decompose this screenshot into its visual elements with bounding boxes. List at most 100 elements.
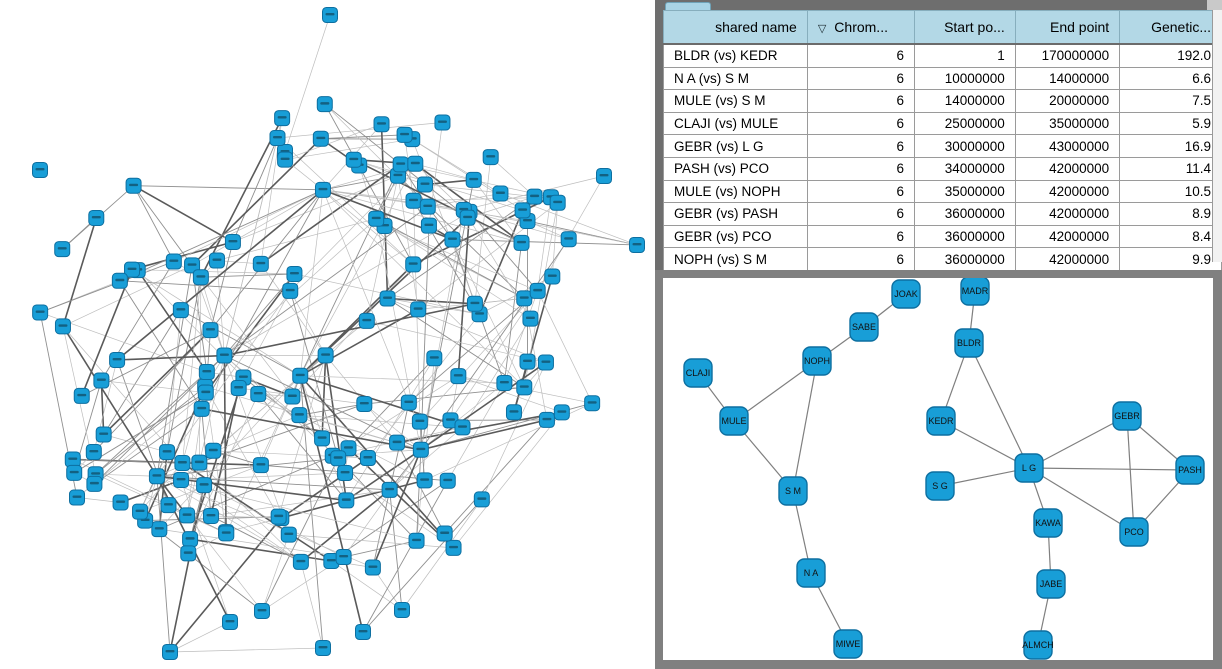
network-node[interactable] bbox=[151, 521, 168, 538]
network-node[interactable] bbox=[416, 176, 433, 193]
network-node[interactable] bbox=[355, 624, 371, 640]
table-scrollbar[interactable] bbox=[1212, 10, 1222, 262]
network-node[interactable] bbox=[322, 7, 338, 23]
network-node[interactable] bbox=[373, 116, 390, 133]
network-node-madr[interactable]: MADR bbox=[960, 276, 990, 306]
network-node[interactable] bbox=[86, 475, 103, 492]
table-cell[interactable]: 6 bbox=[806, 66, 916, 91]
table-cell[interactable]: CLAJI (vs) MULE bbox=[663, 111, 808, 136]
network-node[interactable] bbox=[439, 472, 456, 489]
network-node[interactable] bbox=[496, 375, 513, 392]
network-node[interactable] bbox=[292, 367, 309, 384]
network-node[interactable] bbox=[379, 290, 396, 307]
network-node[interactable] bbox=[549, 194, 566, 211]
network-node[interactable] bbox=[412, 441, 429, 458]
network-node[interactable] bbox=[191, 454, 208, 471]
network-node[interactable] bbox=[407, 155, 424, 172]
network-node[interactable] bbox=[125, 177, 142, 194]
table-cell[interactable]: BLDR (vs) KEDR bbox=[663, 43, 808, 68]
network-node[interactable] bbox=[436, 525, 453, 542]
network-node[interactable] bbox=[193, 400, 210, 417]
network-node[interactable] bbox=[224, 233, 241, 250]
network-node[interactable] bbox=[292, 553, 309, 570]
network-node[interactable] bbox=[64, 451, 81, 468]
filtered-network-canvas[interactable]: MADR JOAK SABE BLDR NOPH CLAJI GEBR KEDR MULE L G… bbox=[663, 276, 1213, 660]
network-node[interactable] bbox=[516, 379, 533, 396]
network-node[interactable] bbox=[338, 492, 355, 509]
table-cell[interactable]: 43000000 bbox=[1014, 134, 1121, 158]
filter-funnel-icon[interactable]: ▽ bbox=[817, 23, 827, 35]
table-row[interactable]: GEBR (vs) L G 6 30000000 43000000 16.9 bbox=[663, 134, 1222, 158]
network-node[interactable] bbox=[252, 255, 269, 272]
table-cell[interactable]: 42000000 bbox=[1014, 202, 1121, 226]
table-cell[interactable]: 8.4 bbox=[1119, 224, 1222, 249]
network-node[interactable] bbox=[270, 508, 287, 525]
table-cell[interactable]: 42000000 bbox=[1014, 156, 1121, 181]
network-node[interactable] bbox=[291, 407, 308, 424]
network-node[interactable] bbox=[416, 472, 433, 489]
network-node[interactable] bbox=[69, 489, 86, 506]
table-cell[interactable]: 6 bbox=[806, 224, 916, 249]
network-node[interactable] bbox=[173, 471, 190, 488]
network-node[interactable] bbox=[538, 411, 555, 428]
network-node[interactable] bbox=[85, 443, 102, 460]
table-cell[interactable]: 35000000 bbox=[914, 179, 1016, 204]
network-node[interactable] bbox=[66, 464, 83, 481]
network-node[interactable] bbox=[179, 507, 196, 524]
network-node[interactable] bbox=[254, 603, 270, 619]
network-node-kedr[interactable]: KEDR bbox=[926, 406, 956, 436]
table-cell[interactable]: 6 bbox=[806, 111, 916, 136]
network-node[interactable] bbox=[419, 198, 436, 215]
table-cell[interactable]: 6 bbox=[806, 89, 916, 113]
table-row[interactable]: N A (vs) S M 6 10000000 14000000 6.6 bbox=[663, 66, 1222, 91]
network-node[interactable] bbox=[286, 265, 303, 282]
network-node[interactable] bbox=[405, 192, 422, 209]
network-node[interactable] bbox=[32, 304, 49, 321]
table-cell[interactable]: 35000000 bbox=[1014, 111, 1121, 136]
column-header-endpoint[interactable]: End point bbox=[1014, 10, 1121, 45]
table-cell[interactable]: 42000000 bbox=[1014, 247, 1121, 271]
network-node-miwe[interactable]: MIWE bbox=[833, 629, 863, 659]
table-cell[interactable]: 6.6 bbox=[1119, 66, 1222, 91]
network-node[interactable] bbox=[420, 217, 437, 234]
table-cell[interactable]: NOPH (vs) S M bbox=[663, 247, 808, 271]
network-node[interactable] bbox=[335, 549, 352, 566]
table-cell[interactable]: 30000000 bbox=[914, 134, 1016, 158]
network-node[interactable] bbox=[434, 114, 451, 131]
table-cell[interactable]: 14000000 bbox=[1014, 66, 1121, 91]
network-node-kawa[interactable]: KAWA bbox=[1033, 508, 1063, 538]
network-node[interactable] bbox=[172, 302, 189, 319]
network-node[interactable] bbox=[359, 450, 376, 467]
network-node[interactable] bbox=[314, 430, 331, 447]
network-node-sg[interactable]: S G bbox=[925, 471, 955, 501]
network-node[interactable] bbox=[392, 156, 409, 173]
table-row[interactable]: MULE (vs) NOPH 6 35000000 42000000 10.5 bbox=[663, 179, 1222, 204]
table-cell[interactable]: N A (vs) S M bbox=[663, 66, 808, 91]
network-node[interactable] bbox=[396, 126, 413, 143]
table-cell[interactable]: 36000000 bbox=[914, 202, 1016, 226]
table-cell[interactable]: 16.9 bbox=[1119, 134, 1222, 158]
network-node[interactable] bbox=[218, 525, 235, 542]
network-node-mule[interactable]: MULE bbox=[719, 406, 749, 436]
table-cell[interactable]: MULE (vs) S M bbox=[663, 89, 808, 113]
network-node[interactable] bbox=[473, 491, 490, 508]
network-node[interactable] bbox=[513, 234, 530, 251]
network-node[interactable] bbox=[230, 380, 247, 397]
column-header-sharedname[interactable]: shared name bbox=[663, 10, 808, 45]
table-row[interactable]: MULE (vs) S M 6 14000000 20000000 7.5 bbox=[663, 89, 1222, 113]
network-node-lg[interactable]: L G bbox=[1014, 453, 1044, 483]
network-node[interactable] bbox=[505, 404, 522, 421]
network-node[interactable] bbox=[315, 640, 331, 656]
network-node[interactable] bbox=[222, 614, 238, 630]
network-node[interactable] bbox=[544, 268, 561, 285]
network-node[interactable] bbox=[629, 237, 645, 253]
network-node[interactable] bbox=[184, 257, 201, 274]
network-node[interactable] bbox=[274, 110, 291, 127]
network-node-jabe[interactable]: JABE bbox=[1036, 569, 1066, 599]
network-node[interactable] bbox=[250, 386, 267, 403]
network-node[interactable] bbox=[159, 444, 176, 461]
network-node[interactable] bbox=[553, 404, 570, 421]
network-node[interactable] bbox=[465, 171, 482, 188]
table-cell[interactable]: 25000000 bbox=[914, 111, 1016, 136]
network-node[interactable] bbox=[312, 130, 329, 147]
